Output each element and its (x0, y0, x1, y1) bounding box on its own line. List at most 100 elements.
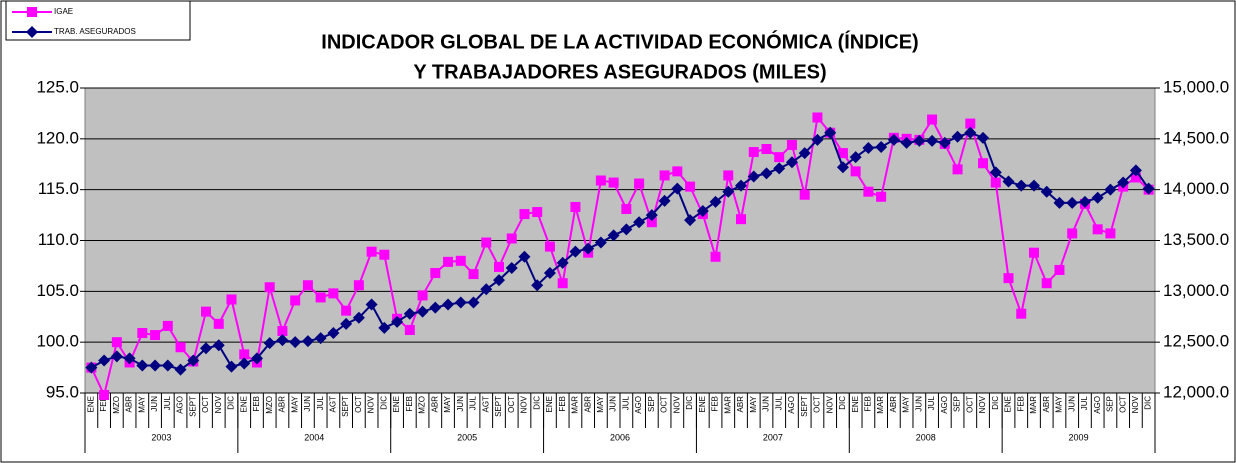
point (1040, 185, 1053, 198)
point (200, 342, 213, 355)
x-tick-label: ENE (392, 396, 401, 412)
x-tick-label: NOV (367, 395, 376, 413)
point (989, 166, 1002, 179)
point (876, 191, 887, 202)
x-tick-label: MAY (596, 395, 605, 412)
point (710, 251, 721, 262)
point (964, 126, 977, 139)
x-tick-label: JUN (609, 396, 618, 412)
x-tick-label: DIC (991, 396, 1000, 410)
point (123, 352, 136, 365)
point (608, 177, 619, 188)
point (913, 134, 926, 147)
x-tick-label: OCT (965, 396, 974, 413)
point (938, 136, 951, 149)
point (468, 269, 479, 280)
point (378, 321, 391, 334)
x-tick-label: NOV (978, 395, 987, 413)
point (226, 294, 237, 305)
x-tick-label: ENE (1004, 396, 1013, 412)
point (785, 156, 798, 169)
point (136, 359, 149, 372)
x-tick-label: FEB (1016, 396, 1025, 412)
point (137, 328, 148, 339)
point (1028, 247, 1039, 258)
point (1041, 278, 1052, 289)
point (875, 140, 888, 153)
point (887, 133, 900, 146)
x-tick-label: JUL (621, 395, 630, 410)
point (645, 209, 658, 222)
x-tick-label: ABR (430, 396, 439, 413)
x-group-label: 2008 (916, 432, 936, 442)
point (201, 306, 212, 317)
x-tick-label: MAY (749, 395, 758, 412)
x-tick-label: ABR (736, 396, 745, 413)
x-tick-label: NOV (1131, 395, 1140, 413)
point (111, 337, 122, 348)
point (774, 152, 785, 163)
point (353, 280, 364, 291)
point (685, 181, 696, 192)
x-tick-label: MAR (1029, 396, 1038, 414)
point (403, 307, 416, 320)
point (492, 274, 505, 287)
x-tick-label: AGO (940, 396, 949, 414)
x-tick-label: SEP (1106, 396, 1115, 412)
y-tick-label: 110.0 (38, 230, 79, 249)
point (175, 342, 186, 353)
point (110, 350, 123, 363)
x-tick-label: SEPT (188, 396, 197, 417)
point (162, 320, 173, 331)
point (556, 256, 569, 269)
point (798, 147, 811, 160)
x-tick-label: ABR (1042, 396, 1051, 413)
point (467, 296, 480, 309)
x-tick-label: SEPT (341, 396, 350, 417)
point (404, 324, 415, 335)
point (850, 166, 861, 177)
x-tick-label: OCT (354, 396, 363, 413)
point (951, 130, 964, 143)
point (582, 242, 595, 255)
x-group-label: 2003 (151, 432, 171, 442)
point (430, 268, 441, 279)
point (481, 237, 492, 248)
point (824, 126, 837, 139)
point (352, 311, 365, 324)
x-tick-label: JUL (1080, 395, 1089, 410)
x-tick-label: JUN (150, 396, 159, 412)
y2-tick-label: 14,000.0 (1163, 179, 1229, 198)
point (978, 158, 989, 169)
point (1105, 228, 1116, 239)
point (659, 170, 670, 181)
point (557, 278, 568, 289)
x-group-label: 2007 (763, 432, 783, 442)
x-tick-label: JUL (927, 395, 936, 410)
point (277, 325, 288, 336)
point (799, 189, 810, 200)
x-tick-label: FEB (99, 396, 108, 412)
point (748, 147, 759, 158)
x-tick-label: AGO (176, 396, 185, 414)
x-tick-label: ENE (239, 396, 248, 412)
point (212, 339, 225, 352)
point (314, 332, 327, 345)
point (238, 357, 251, 370)
point (454, 296, 467, 309)
point (531, 279, 544, 292)
point (1142, 182, 1155, 195)
point (607, 229, 620, 242)
x-tick-label: MAY (443, 395, 452, 412)
point (926, 134, 939, 147)
x-group-label: 2009 (1069, 432, 1089, 442)
point (990, 177, 1001, 188)
x-group-label: 2005 (457, 432, 477, 442)
point (99, 390, 110, 401)
point (747, 170, 760, 183)
x-tick-label: AGT (329, 396, 338, 413)
point (1002, 175, 1015, 188)
point (301, 335, 314, 348)
x-tick-label: JUL (316, 395, 325, 410)
x-tick-label: ABR (583, 396, 592, 413)
